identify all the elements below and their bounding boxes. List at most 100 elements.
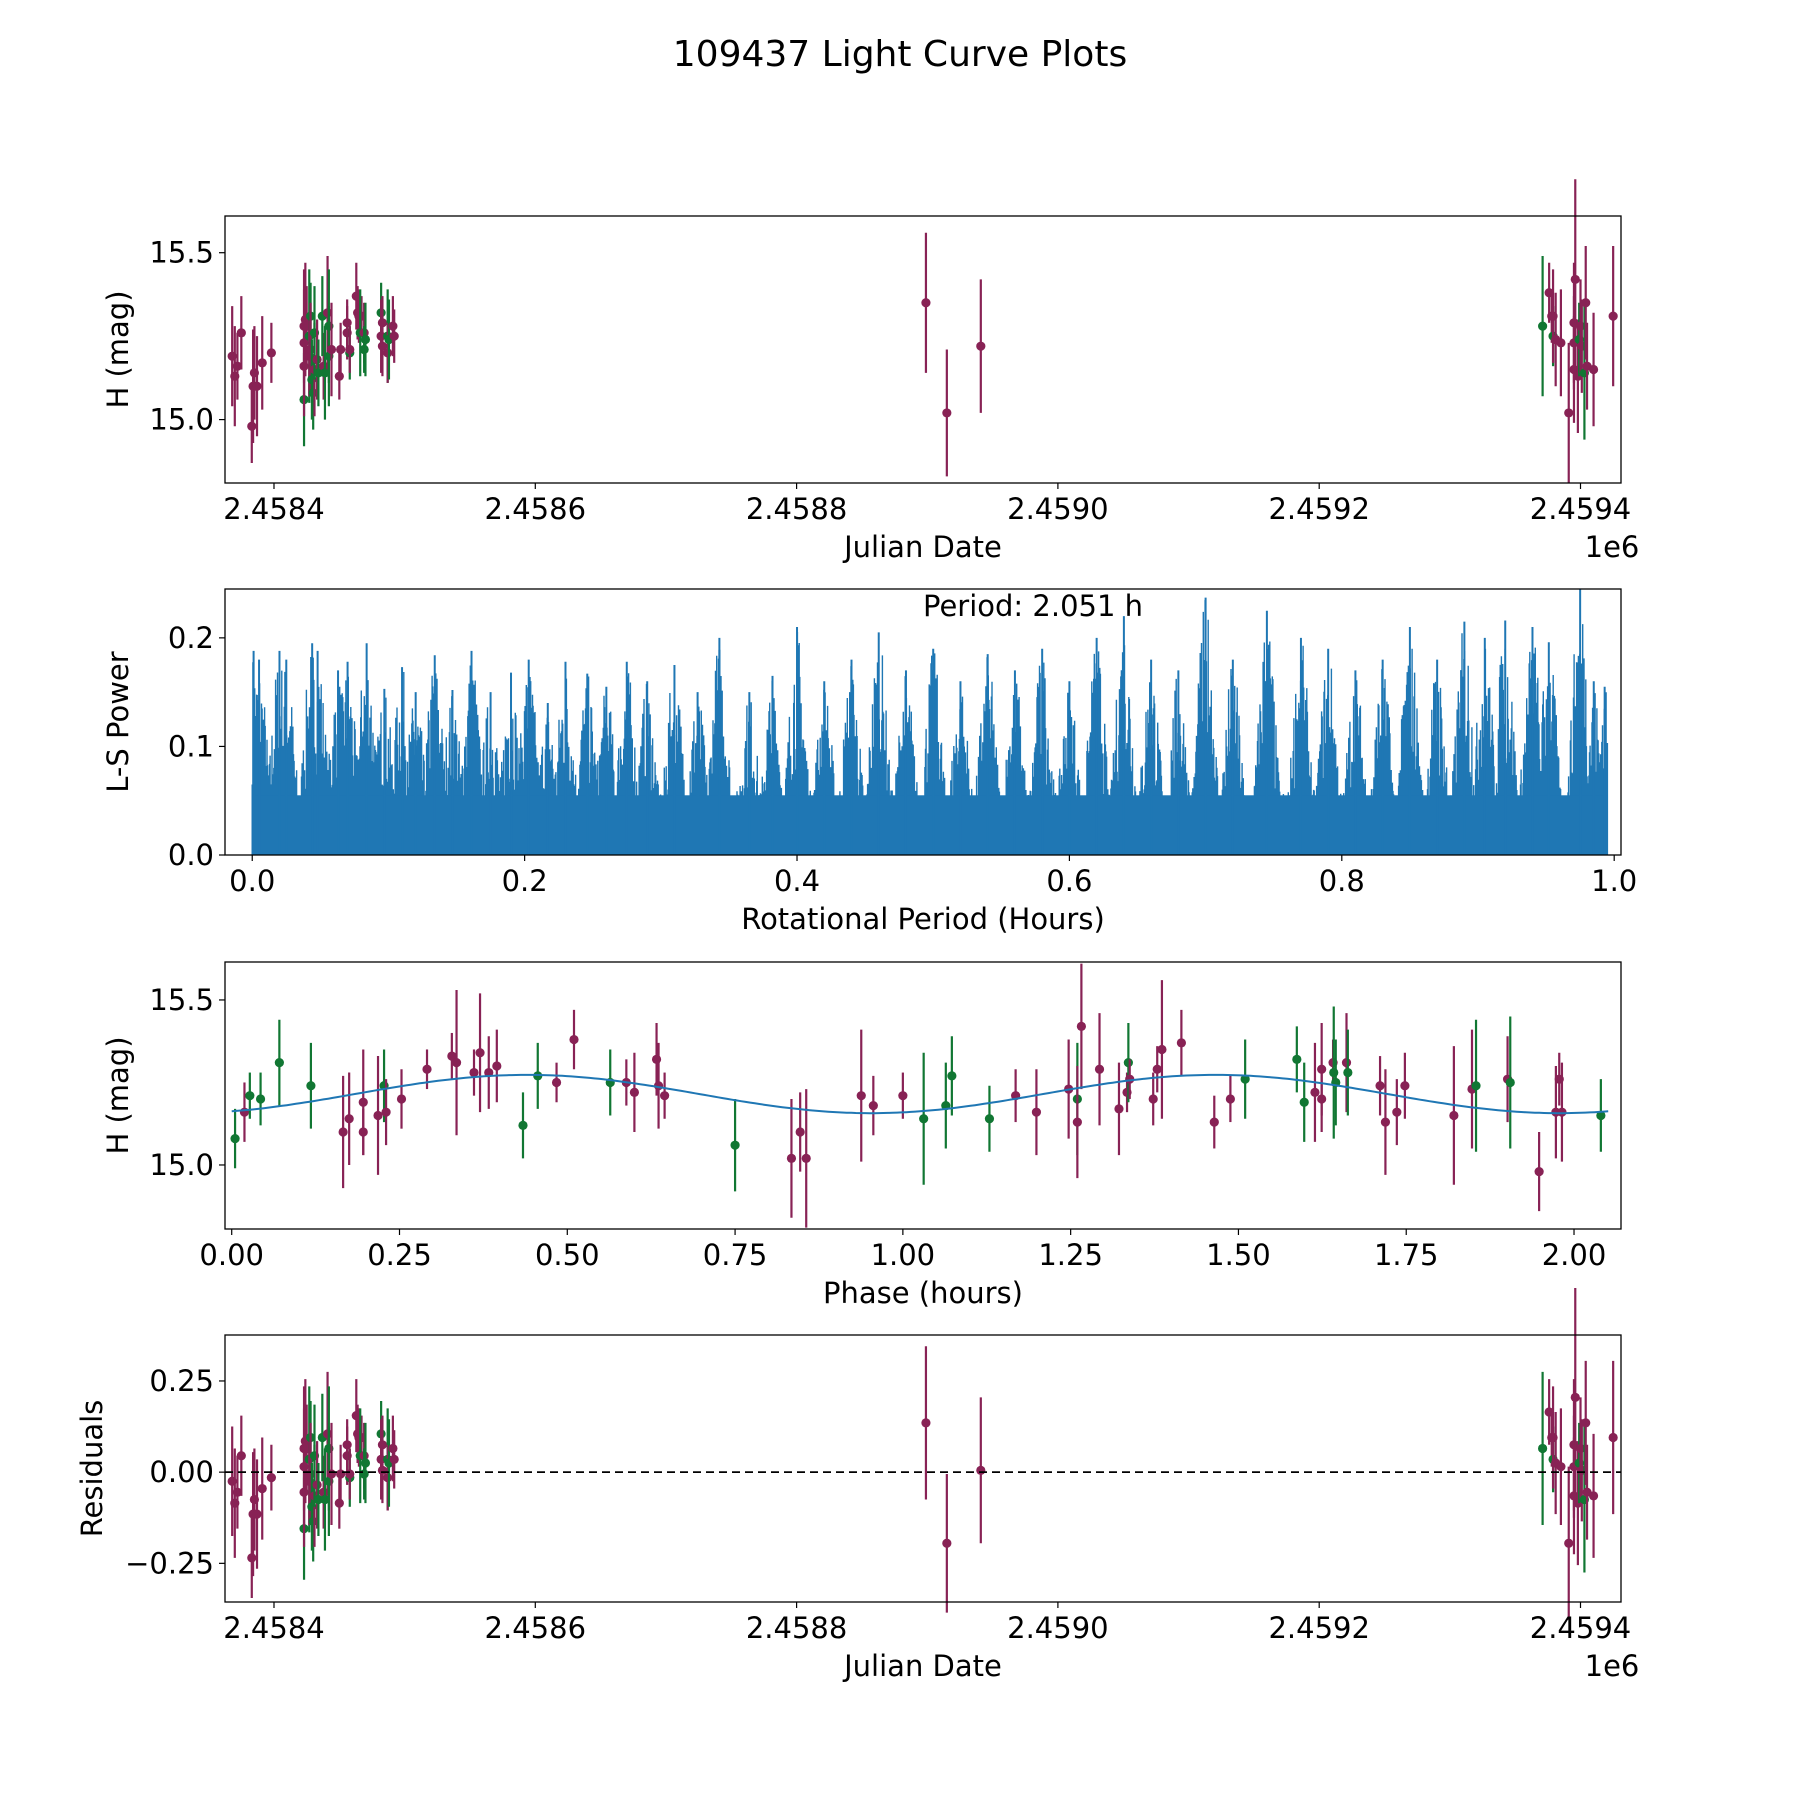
- x-tick-label: 2.4584: [223, 492, 324, 526]
- data-point: [484, 1067, 494, 1078]
- x-tick-label: 0.6: [1046, 864, 1092, 898]
- x-axis-label: Phase (hours): [823, 1276, 1023, 1310]
- data-point: [1152, 1064, 1162, 1074]
- x-tick-label: 1.00: [871, 1238, 936, 1272]
- y-tick-label: 0.0: [168, 838, 214, 872]
- data-point: [1225, 1094, 1235, 1104]
- data-point: [274, 1058, 284, 1068]
- data-point: [257, 1483, 267, 1494]
- data-point: [312, 354, 322, 365]
- data-point: [868, 1100, 878, 1111]
- data-point: [1400, 1081, 1410, 1091]
- x-axis-label: Julian Date: [842, 1649, 1002, 1683]
- data-point: [383, 348, 393, 358]
- data-point: [252, 381, 262, 391]
- data-point: [232, 361, 243, 371]
- data-point: [1157, 1044, 1167, 1055]
- data-point: [1375, 1081, 1385, 1091]
- data-point: [236, 328, 246, 338]
- data-point: [1292, 1054, 1302, 1064]
- data-point: [1534, 1166, 1544, 1177]
- data-point: [1581, 298, 1591, 308]
- lightcurve-panel: 2.4584 2.4586 2.4588 2.4590 2.4592 2.4594 15.0…: [101, 179, 1639, 564]
- data-point: [451, 1058, 462, 1068]
- data-point: [266, 1473, 276, 1483]
- data-point: [255, 1094, 266, 1104]
- data-point: [942, 1538, 952, 1548]
- data-point: [1538, 1443, 1548, 1454]
- data-point: [1317, 1094, 1327, 1104]
- data-point: [232, 1487, 243, 1497]
- data-point: [313, 368, 324, 378]
- data-point: [1072, 1117, 1082, 1127]
- x-tick-label: 1.25: [1038, 1238, 1103, 1272]
- data-point: [389, 331, 399, 341]
- phased-panel: 0.00 0.25 0.50 0.75 1.00 1.25 1.50 1.75 2.00 15.0…: [101, 961, 1622, 1310]
- data-point: [1176, 1038, 1186, 1048]
- axes-frame: [224, 961, 1622, 1230]
- data-point: [1094, 1064, 1105, 1074]
- x-axis-label: Julian Date: [842, 530, 1002, 564]
- x-tick-label: 0.25: [367, 1238, 432, 1272]
- data-point: [1557, 1107, 1567, 1117]
- data-point: [1556, 1462, 1566, 1472]
- data-point: [1596, 1110, 1606, 1121]
- x-tick-label: 1.0: [1591, 864, 1637, 898]
- y-tick-label: 0.00: [149, 1455, 214, 1489]
- periodogram-floor: [252, 795, 1608, 855]
- data-point: [360, 1458, 371, 1468]
- x-offset-label: 1e6: [1585, 530, 1640, 564]
- data-point: [312, 1480, 322, 1490]
- data-point: [919, 1114, 929, 1124]
- x-tick-label: 2.4588: [746, 1611, 847, 1645]
- data-point: [795, 1127, 805, 1137]
- data-point: [377, 341, 388, 351]
- data-point: [389, 1454, 399, 1464]
- data-point: [1505, 1077, 1515, 1088]
- data-point: [336, 344, 346, 355]
- data-point: [569, 1034, 579, 1045]
- data-point: [383, 1473, 393, 1483]
- data-point: [475, 1048, 485, 1058]
- data-point: [247, 1553, 257, 1563]
- periodogram-series: [251, 589, 1609, 855]
- data-point: [947, 1071, 957, 1081]
- data-point: [1240, 1074, 1250, 1084]
- data-point: [381, 1107, 391, 1117]
- x-tick-label: 2.4586: [485, 492, 586, 526]
- data-point: [422, 1064, 432, 1074]
- x-tick-label: 0.75: [703, 1238, 768, 1272]
- data-point: [1556, 338, 1566, 348]
- data-point: [1209, 1117, 1219, 1127]
- data-point: [336, 1469, 346, 1479]
- x-offset-label: 1e6: [1585, 1649, 1640, 1683]
- data-point: [1114, 1104, 1124, 1114]
- y-axis-label: H (mag): [101, 1036, 135, 1154]
- data-point: [469, 1067, 479, 1078]
- data-point: [551, 1077, 562, 1088]
- x-tick-label: 2.4594: [1530, 1611, 1631, 1645]
- x-tick-label: 2.4586: [485, 1611, 586, 1645]
- data-point: [247, 421, 257, 431]
- x-tick-label: 2.4590: [1007, 492, 1108, 526]
- data-point: [326, 344, 337, 355]
- data-point: [344, 1114, 354, 1124]
- x-tick-label: 2.4592: [1268, 1611, 1369, 1645]
- data-point: [984, 1114, 995, 1124]
- data-point: [1564, 1538, 1574, 1548]
- data-point: [1471, 1081, 1481, 1091]
- y-tick-label: 15.5: [149, 983, 214, 1017]
- data-point: [1299, 1097, 1309, 1107]
- data-point: [334, 1498, 344, 1508]
- figure-title: 109437 Light Curve Plots: [673, 34, 1127, 75]
- model-curve: [231, 1073, 1609, 1115]
- data-point: [786, 1153, 797, 1163]
- data-point: [358, 1097, 368, 1107]
- x-tick-label: 1.75: [1374, 1238, 1439, 1272]
- data-point: [629, 1087, 640, 1097]
- data-point: [345, 344, 355, 355]
- data-point: [730, 1140, 740, 1150]
- data-point: [801, 1153, 811, 1163]
- y-axis-label: Residuals: [75, 1400, 109, 1538]
- data-point: [1570, 1392, 1580, 1402]
